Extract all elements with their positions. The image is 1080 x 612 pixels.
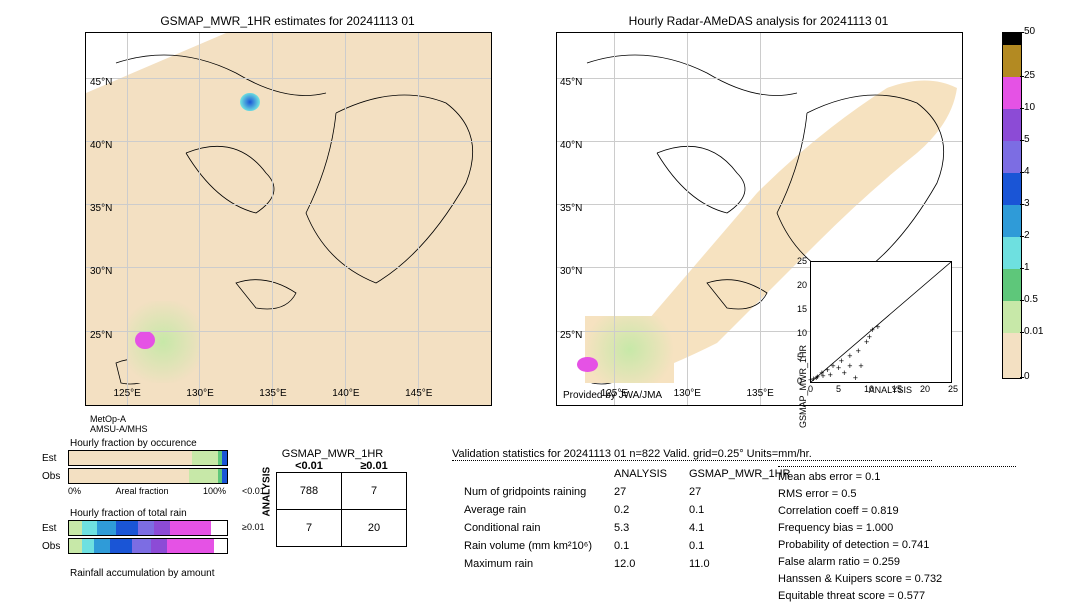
map-right: Provided by JWA/JMA ++++++++++++++++++++… <box>556 32 963 406</box>
ct-row2: ≥0.01 <box>242 522 264 532</box>
precip-left-1 <box>135 331 155 350</box>
precip-right-1 <box>577 357 597 372</box>
scatter-xlabel: ANALYSIS <box>869 385 912 395</box>
frac-accum-title: Rainfall accumulation by amount <box>70 568 215 579</box>
map-right-title: Hourly Radar-AMeDAS analysis for 2024111… <box>556 14 961 28</box>
source2: AMSU-A/MHS <box>90 424 148 434</box>
precip-right-0 <box>585 316 674 383</box>
precip-left-2 <box>240 93 260 112</box>
scatter-ylabel: GSMAP_MWR_1HR <box>798 345 808 428</box>
frac-est: Est <box>42 453 68 464</box>
source1: MetOp-A <box>90 414 126 424</box>
scatter-inset: +++++++++++++++++++++0055101015152020252… <box>810 261 952 383</box>
ct-row1: <0.01 <box>242 486 265 496</box>
frac-tot-title: Hourly fraction of total rain <box>70 508 187 519</box>
frac-occ-title: Hourly fraction by occurence <box>70 438 197 449</box>
ct-header: GSMAP_MWR_1HR <box>258 448 407 460</box>
metrics-list: Mean abs error = 0.1RMS error = 0.5Corre… <box>778 466 1016 605</box>
frac-axis-right: 100% <box>203 486 226 496</box>
map-left-title: GSMAP_MWR_1HR estimates for 20241113 01 <box>85 14 490 28</box>
validation-table: ANALYSISGSMAP_MWR_1HR Num of gridpoints … <box>452 464 802 574</box>
frac-axis-left: 0% <box>68 486 81 496</box>
colorbar: 502510543210.50.010 <box>1002 32 1022 379</box>
contingency-table: <0.01≥0.01 ANALYSIS 7887 720 <box>258 460 407 547</box>
frac-axis-mid: Areal fraction <box>115 486 168 496</box>
map-left <box>85 32 492 406</box>
frac-obs: Obs <box>42 471 68 482</box>
validation-header: Validation statistics for 20241113 01 n=… <box>452 448 932 461</box>
